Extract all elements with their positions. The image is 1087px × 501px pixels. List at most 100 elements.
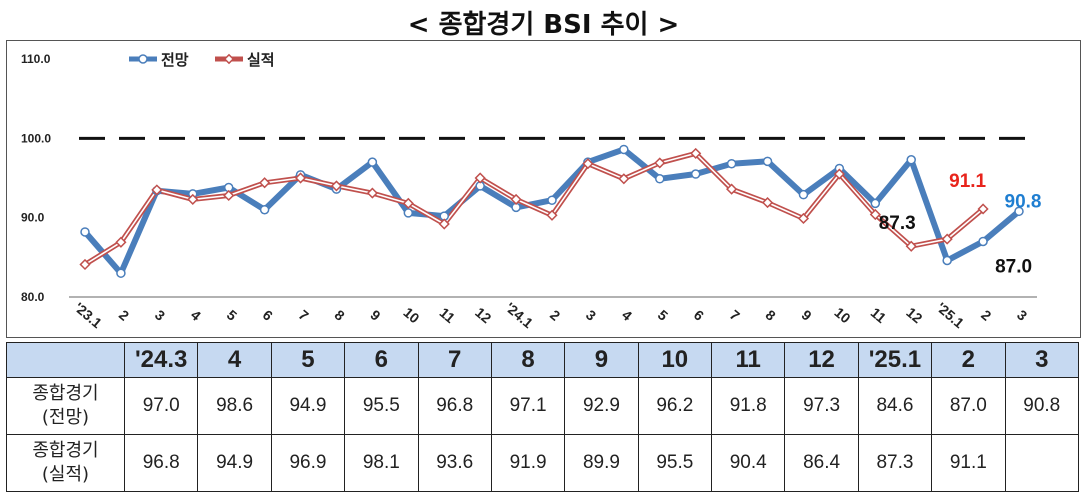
x-tick-label: 8 bbox=[332, 307, 348, 324]
x-tick-label: 6 bbox=[691, 307, 707, 324]
table-header-cell: 10 bbox=[638, 343, 711, 378]
x-tick-label: 5 bbox=[224, 307, 240, 324]
data-label: 91.1 bbox=[949, 171, 986, 192]
table-header-cell: '25.1 bbox=[858, 343, 931, 378]
outlook-point bbox=[261, 206, 269, 214]
table-cell: 98.6 bbox=[198, 378, 271, 435]
table-header-cell: 8 bbox=[491, 343, 564, 378]
data-label: 90.8 bbox=[1005, 191, 1042, 212]
x-tick-label: 4 bbox=[619, 307, 635, 324]
table-cell: 86.4 bbox=[785, 435, 858, 492]
row-label: 종합경기 (전망) bbox=[7, 378, 125, 435]
chart-title: < 종합경기 BSI 추이 > bbox=[0, 4, 1087, 41]
table-cell: 97.3 bbox=[785, 378, 858, 435]
table-cell bbox=[1005, 435, 1079, 492]
outlook-point bbox=[81, 228, 89, 236]
table-cell: 96.8 bbox=[418, 378, 491, 435]
table-cell: 96.8 bbox=[125, 435, 198, 492]
x-tick-label: 6 bbox=[260, 307, 276, 324]
table-header-cell: 12 bbox=[785, 343, 858, 378]
series-line-actual bbox=[85, 153, 983, 264]
row-label-line1: 종합경기 bbox=[32, 440, 98, 461]
x-tick-label: '23.1 bbox=[71, 299, 105, 331]
chart-area: 110.0 100.0 90.0 80.0 '23.1 2 3 4 5 6 7 8 9 10 11 12 '24… bbox=[6, 40, 1081, 338]
legend-actual-marker bbox=[225, 55, 233, 63]
x-tick-label: 12 bbox=[472, 304, 494, 326]
table-header-row: '24.3 4 5 6 7 8 9 10 11 12'25.1 2 3 bbox=[7, 343, 1079, 378]
x-tick-label: 12 bbox=[903, 304, 925, 326]
x-tick-label: 3 bbox=[583, 307, 599, 324]
table-cell: 96.2 bbox=[638, 378, 711, 435]
outlook-point bbox=[764, 157, 772, 165]
data-table: '24.3 4 5 6 7 8 9 10 11 12'25.1 2 3 종합경기 (전망) 97.0 9… bbox=[6, 342, 1079, 492]
table-cell: 97.0 bbox=[125, 378, 198, 435]
legend-outlook-marker bbox=[139, 55, 147, 63]
x-tick-label: '25.1 bbox=[934, 299, 968, 331]
x-tick-label: 11 bbox=[437, 304, 459, 326]
table-cell: 97.1 bbox=[491, 378, 564, 435]
y-tick-label: 110.0 bbox=[21, 52, 51, 66]
row-label-line2: (실적) bbox=[42, 464, 89, 485]
outlook-point bbox=[404, 209, 412, 217]
table-row-actual: 종합경기 (실적) 96.8 94.9 96.9 98.1 93.6 91.9 89.9 95… bbox=[7, 435, 1079, 492]
data-label: 87.0 bbox=[995, 257, 1032, 278]
table-cell: 96.9 bbox=[271, 435, 344, 492]
table-cell: 95.5 bbox=[345, 378, 418, 435]
table-header-cell: 6 bbox=[345, 343, 418, 378]
y-tick-label: 100.0 bbox=[21, 131, 51, 145]
x-tick-label: 2 bbox=[547, 307, 563, 324]
x-tick-label: 2 bbox=[116, 307, 132, 324]
table-cell: 92.9 bbox=[565, 378, 638, 435]
table-cell: 98.1 bbox=[345, 435, 418, 492]
outlook-point bbox=[871, 199, 879, 207]
table-cell: 91.1 bbox=[932, 435, 1005, 492]
x-tick-label: 7 bbox=[296, 307, 312, 324]
table-cell: 94.9 bbox=[271, 378, 344, 435]
table-cell: 84.6 bbox=[858, 378, 931, 435]
table-cell: 94.9 bbox=[198, 435, 271, 492]
outlook-point bbox=[692, 170, 700, 178]
table-cell: 93.6 bbox=[418, 435, 491, 492]
table-corner-cell bbox=[7, 343, 125, 378]
table-header-cell: 3 bbox=[1005, 343, 1079, 378]
x-tick-label: 5 bbox=[655, 307, 671, 324]
table-header-cell: '24.3 bbox=[125, 343, 198, 378]
x-tick-label: '24.1 bbox=[502, 299, 536, 331]
x-tick-label: 11 bbox=[868, 304, 890, 326]
outlook-point bbox=[799, 191, 807, 199]
outlook-point bbox=[979, 237, 987, 245]
outlook-point bbox=[368, 158, 376, 166]
table-header-cell: 4 bbox=[198, 343, 271, 378]
x-tick-label: 10 bbox=[831, 304, 853, 326]
table-cell: 87.0 bbox=[932, 378, 1005, 435]
y-tick-label: 80.0 bbox=[21, 290, 45, 304]
legend-actual-label: 실적 bbox=[247, 51, 275, 69]
outlook-point bbox=[548, 196, 556, 204]
table-header-cell: 9 bbox=[565, 343, 638, 378]
x-tick-label: 4 bbox=[188, 307, 204, 324]
x-tick-label: 9 bbox=[799, 307, 815, 324]
table-header-cell: 2 bbox=[932, 343, 1005, 378]
table-header-cell: 5 bbox=[271, 343, 344, 378]
outlook-point bbox=[728, 160, 736, 168]
row-label: 종합경기 (실적) bbox=[7, 435, 125, 492]
table-cell: 87.3 bbox=[858, 435, 931, 492]
legend-outlook-label: 전망 bbox=[161, 51, 189, 69]
outlook-point bbox=[907, 156, 915, 164]
row-label-line2: (전망) bbox=[42, 407, 89, 428]
outlook-point bbox=[117, 269, 125, 277]
x-tick-label: 10 bbox=[400, 304, 422, 326]
table-cell: 91.8 bbox=[712, 378, 785, 435]
x-tick-label: 7 bbox=[727, 307, 743, 324]
table-cell: 90.4 bbox=[712, 435, 785, 492]
data-label: 87.3 bbox=[879, 213, 916, 234]
x-tick-label: 3 bbox=[152, 307, 168, 324]
row-label-line1: 종합경기 bbox=[32, 383, 98, 404]
table-cell: 90.8 bbox=[1005, 378, 1079, 435]
table-cell: 91.9 bbox=[491, 435, 564, 492]
table-cell: 89.9 bbox=[565, 435, 638, 492]
table-header-cell: 11 bbox=[712, 343, 785, 378]
outlook-point bbox=[943, 257, 951, 265]
outlook-point bbox=[656, 175, 664, 183]
x-tick-label: 9 bbox=[367, 307, 383, 324]
